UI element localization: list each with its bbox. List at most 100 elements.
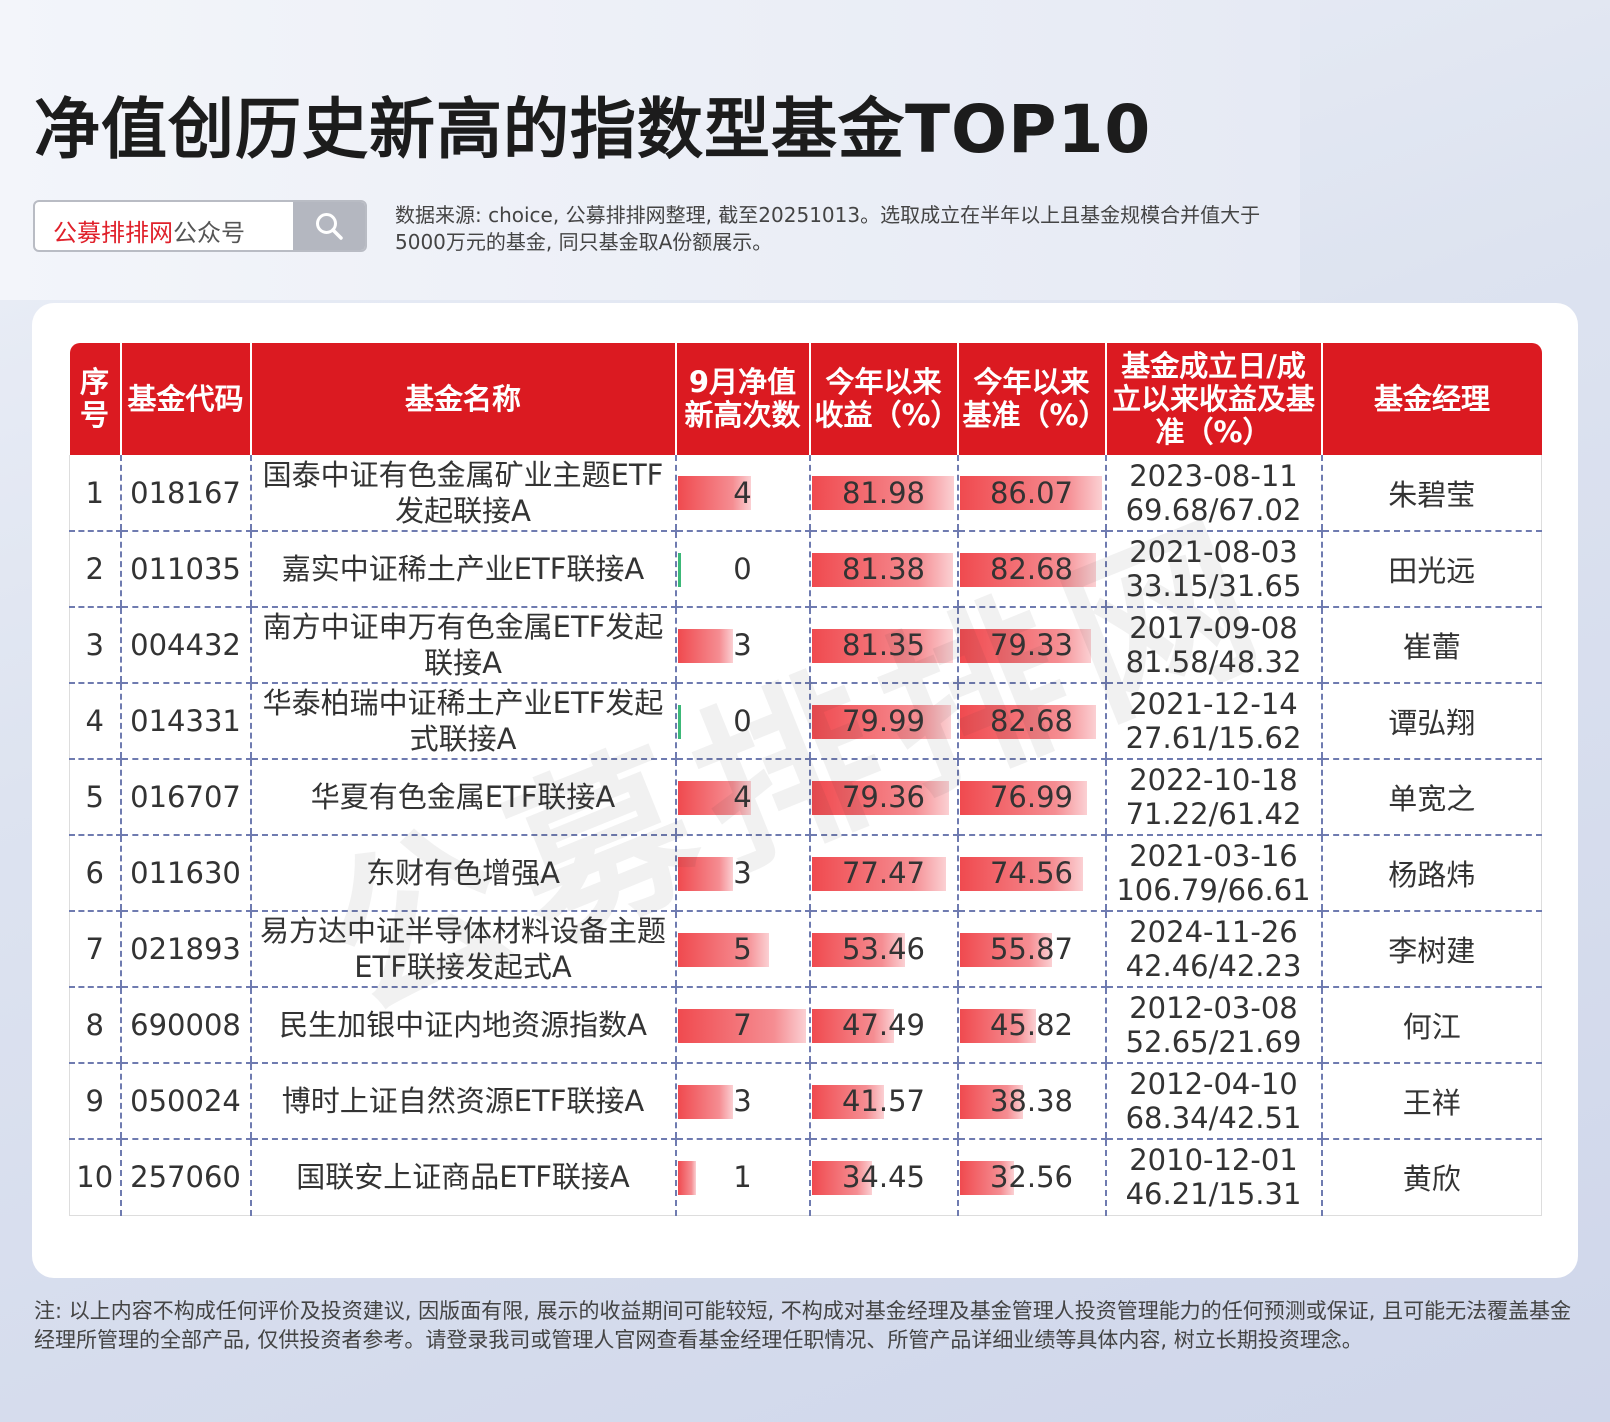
ytd-benchmark-bar	[959, 553, 1096, 587]
new-highs-cell: 7	[674, 987, 810, 1064]
fund-name: 易方达中证半导体材料设备主题ETF联接发起式A	[249, 911, 676, 988]
ytd-return-value: 77.47	[841, 856, 926, 890]
new-highs-value: 4	[733, 780, 752, 814]
inception-date: 2012-04-10	[1129, 1067, 1298, 1101]
inception-date: 2017-09-08	[1129, 611, 1298, 645]
row-number: 9	[69, 1063, 121, 1140]
ytd-benchmark-bar	[959, 1085, 1023, 1119]
fund-manager: 单宽之	[1320, 759, 1542, 836]
ytd-return-bar	[811, 857, 946, 891]
fund-name: 嘉实中证稀土产业ETF联接A	[249, 531, 676, 608]
new-highs-cell: 0	[674, 683, 810, 760]
new-highs-bar	[677, 933, 769, 967]
fund-code: 004432	[119, 607, 251, 684]
ytd-benchmark-cell: 45.82	[956, 987, 1106, 1064]
ytd-benchmark-cell: 82.68	[956, 531, 1106, 608]
new-highs-cell: 1	[674, 1139, 810, 1216]
new-highs-value: 3	[733, 628, 752, 662]
ytd-benchmark-cell: 82.68	[956, 683, 1106, 760]
fund-code: 016707	[119, 759, 251, 836]
ytd-return-value: 79.36	[841, 780, 926, 814]
inception-info: 2010-12-01 46.21/15.31	[1104, 1139, 1322, 1216]
table-row: 10 257060 国联安上证商品ETF联接A 1 34.45 32.56 2010-12-…	[69, 1139, 1542, 1216]
ytd-benchmark-value: 45.82	[989, 1008, 1074, 1042]
fund-name: 博时上证自然资源ETF联接A	[249, 1063, 676, 1140]
fund-manager: 田光远	[1320, 531, 1542, 608]
fund-manager: 李树建	[1320, 911, 1542, 988]
ytd-benchmark-cell: 38.38	[956, 1063, 1106, 1140]
ytd-return-bar	[811, 705, 951, 739]
ytd-return-cell: 34.45	[808, 1139, 958, 1216]
header-col-no: 序号	[69, 343, 121, 455]
table-row: 4 014331 华泰柏瑞中证稀土产业ETF发起式联接A 0 79.99 82.68 202…	[69, 683, 1542, 760]
fund-manager: 朱碧莹	[1320, 455, 1542, 532]
since-inception-perf: 33.15/31.65	[1125, 569, 1302, 603]
fund-code: 021893	[119, 911, 251, 988]
search-box[interactable]: 公募排排网公众号	[33, 200, 367, 252]
table-header-row: 序号 基金代码 基金名称 9月净值新高次数 今年以来收益（%） 今年以来基准（%） 基金成立…	[69, 343, 1542, 455]
ytd-return-bar	[811, 553, 953, 587]
new-highs-bar	[677, 1161, 696, 1195]
ytd-benchmark-value: 82.68	[989, 704, 1074, 738]
table-row: 9 050024 博时上证自然资源ETF联接A 3 41.57 38.38 2012-04-…	[69, 1063, 1542, 1140]
ytd-benchmark-value: 86.07	[989, 475, 1074, 510]
inception-date: 2021-08-03	[1129, 535, 1298, 569]
ytd-benchmark-bar	[959, 1161, 1014, 1195]
fund-manager: 何江	[1320, 987, 1542, 1064]
page-title: 净值创历史新高的指数型基金TOP10	[34, 91, 1152, 168]
ytd-return-bar	[811, 1161, 872, 1195]
ytd-benchmark-value: 38.38	[989, 1084, 1074, 1118]
inception-info: 2022-10-18 71.22/61.42	[1104, 759, 1322, 836]
ytd-return-value: 47.49	[841, 1008, 926, 1042]
inception-date: 2023-08-11	[1129, 458, 1298, 493]
fund-manager: 谭弘翔	[1320, 683, 1542, 760]
fund-code: 014331	[119, 683, 251, 760]
ytd-benchmark-cell: 55.87	[956, 911, 1106, 988]
inception-date: 2021-12-14	[1129, 687, 1298, 721]
ytd-return-value: 81.38	[841, 552, 926, 586]
ytd-benchmark-value: 55.87	[989, 932, 1074, 966]
ytd-benchmark-value: 79.33	[989, 628, 1074, 662]
fund-code: 050024	[119, 1063, 251, 1140]
row-number: 10	[69, 1139, 121, 1216]
row-number: 8	[69, 987, 121, 1064]
ytd-benchmark-value: 32.56	[989, 1160, 1074, 1195]
ytd-benchmark-bar	[959, 629, 1091, 663]
new-highs-value: 1	[733, 1160, 752, 1195]
inception-date: 2024-11-26	[1129, 915, 1298, 949]
fund-manager: 崔蕾	[1320, 607, 1542, 684]
row-number: 7	[69, 911, 121, 988]
fund-code: 018167	[119, 455, 251, 532]
new-highs-cell: 4	[674, 455, 810, 532]
table-row: 6 011630 东财有色增强A 3 77.47 74.56 2021-03-16 106.7…	[69, 835, 1542, 912]
header-col-name: 基金名称	[249, 343, 676, 455]
ytd-return-cell: 81.38	[808, 531, 958, 608]
ytd-benchmark-cell: 76.99	[956, 759, 1106, 836]
table-row: 3 004432 南方中证申万有色金属ETF发起联接A 3 81.35 79.33 2017…	[69, 607, 1542, 684]
inception-date: 2021-03-16	[1129, 839, 1298, 873]
ytd-benchmark-cell: 74.56	[956, 835, 1106, 912]
new-highs-cell: 0	[674, 531, 810, 608]
inception-info: 2021-08-03 33.15/31.65	[1104, 531, 1322, 608]
fund-name: 华泰柏瑞中证稀土产业ETF发起式联接A	[249, 683, 676, 760]
inception-date: 2012-03-08	[1129, 991, 1298, 1025]
ytd-benchmark-cell: 86.07	[956, 455, 1106, 532]
ytd-return-bar	[811, 1009, 894, 1043]
new-highs-value: 0	[733, 552, 752, 586]
new-highs-value: 5	[733, 932, 752, 966]
ytd-return-bar	[811, 629, 953, 663]
row-number: 5	[69, 759, 121, 836]
fund-manager: 王祥	[1320, 1063, 1542, 1140]
search-brand-name: 公募排排网	[53, 219, 173, 247]
ytd-return-cell: 77.47	[808, 835, 958, 912]
ytd-return-value: 81.98	[841, 475, 926, 510]
ytd-return-value: 81.35	[841, 628, 926, 662]
ytd-return-cell: 47.49	[808, 987, 958, 1064]
header-col-date-perf: 基金成立日/成立以来收益及基准（%）	[1104, 343, 1322, 455]
inception-info: 2012-03-08 52.65/21.69	[1104, 987, 1322, 1064]
search-button[interactable]	[293, 202, 365, 250]
new-highs-bar	[677, 476, 751, 510]
inception-date: 2010-12-01	[1129, 1143, 1298, 1178]
fund-code: 690008	[119, 987, 251, 1064]
new-highs-bar	[677, 781, 751, 815]
